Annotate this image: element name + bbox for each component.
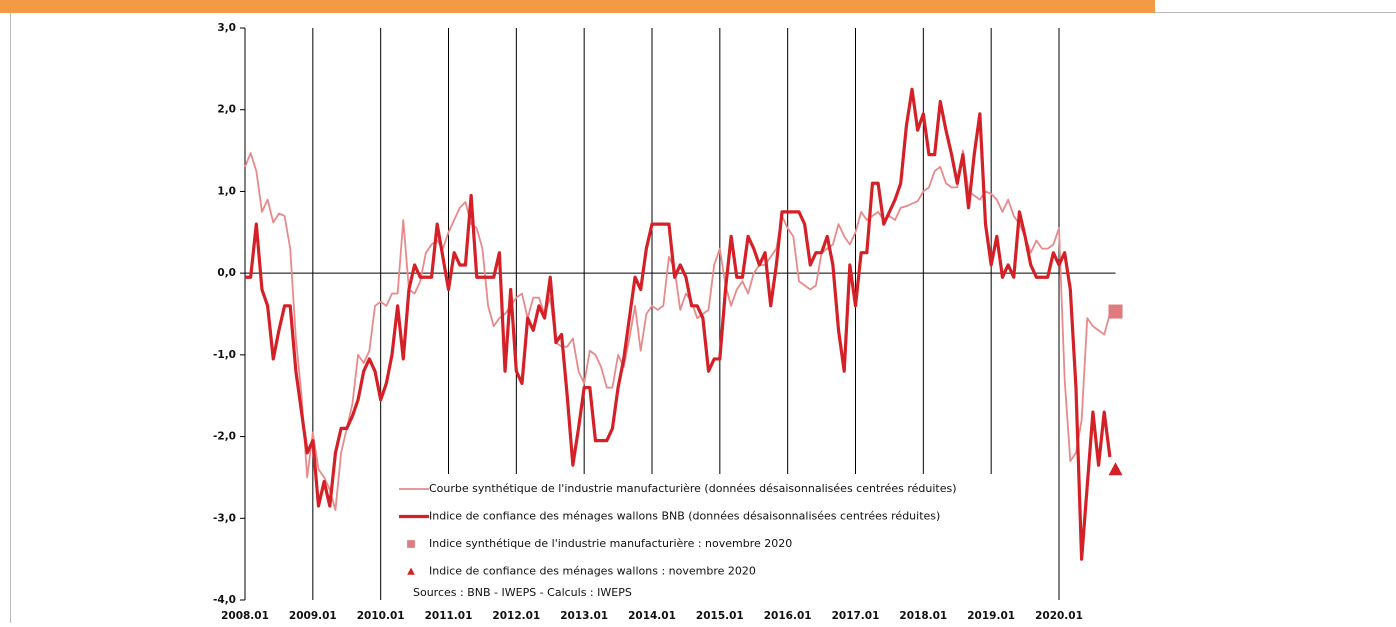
- x-tick-label: 2010.01: [357, 610, 405, 622]
- y-tick-label: -3,0: [213, 512, 236, 524]
- x-tick-label: 2015.01: [696, 610, 744, 622]
- legend-label: Courbe synthétique de l'industrie manufa…: [429, 482, 956, 495]
- legend-marker: [407, 540, 415, 548]
- series-line: [245, 87, 1112, 561]
- y-tick-label: 0,0: [217, 267, 236, 279]
- x-tick-label: 2016.01: [764, 610, 812, 622]
- marker-point: [1108, 304, 1123, 319]
- x-tick-label: 2020.01: [1035, 610, 1083, 622]
- x-tick-label: 2008.01: [221, 610, 269, 622]
- legend-label: Indice de confiance des ménages wallons …: [429, 565, 756, 578]
- x-tick-label: 2013.01: [560, 610, 608, 622]
- y-tick-label: -2,0: [213, 431, 236, 443]
- x-tick-label: 2011.01: [425, 610, 473, 622]
- legend-label: Indice synthétique de l'industrie manufa…: [429, 537, 792, 550]
- sources-note: Sources : BNB - IWEPS - Calculs : IWEPS: [413, 586, 632, 599]
- y-tick-label: 2,0: [217, 104, 236, 116]
- x-tick-label: 2017.01: [832, 610, 880, 622]
- legend-label: Indice de confiance des ménages wallons …: [429, 510, 940, 523]
- header-bar: [0, 0, 1155, 13]
- legend-marker: [407, 567, 415, 575]
- x-tick-label: 2009.01: [289, 610, 337, 622]
- y-tick-label: -4,0: [213, 594, 236, 606]
- series-line: [244, 149, 1111, 512]
- x-tick-label: 2014.01: [628, 610, 676, 622]
- x-tick-label: 2018.01: [899, 610, 947, 622]
- x-tick-label: 2012.01: [492, 610, 540, 622]
- y-tick-label: 3,0: [217, 22, 236, 34]
- marker-point: [1108, 462, 1123, 476]
- y-tick-label: -1,0: [213, 349, 236, 361]
- legend-box: [398, 474, 1058, 604]
- x-tick-label: 2019.01: [967, 610, 1015, 622]
- y-tick-label: 1,0: [217, 185, 236, 197]
